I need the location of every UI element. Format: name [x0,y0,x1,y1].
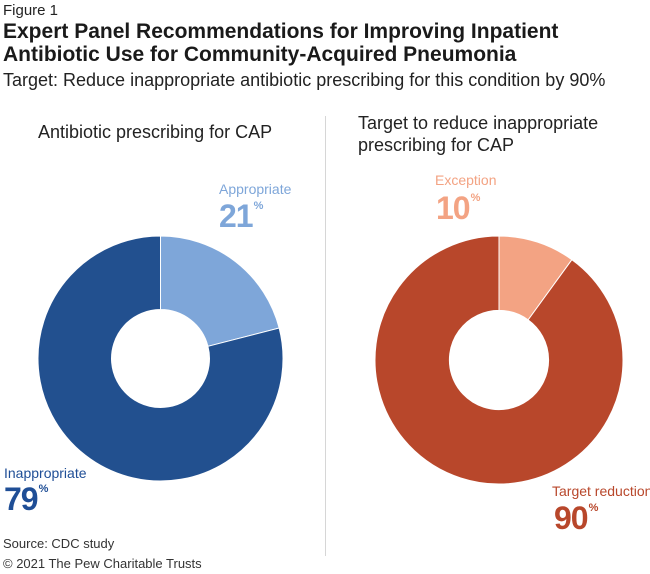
slice-value-target-reduction: 90% [554,500,599,536]
slice-label-appropriate: Appropriate [219,181,292,197]
donut-chart-reduction-target [374,235,624,485]
percent-sign: % [588,502,599,514]
slice-label-inappropriate: Inappropriate [4,465,87,481]
slice-value-exception: 10% [436,190,481,226]
percent-sign: % [38,483,49,495]
percent-sign: % [470,192,481,204]
source-note: Source: CDC study [3,536,115,551]
chart-title: Expert Panel Recommendations for Improvi… [3,20,559,66]
slice-label-exception: Exception [435,172,497,188]
donut-slice-inappropriate [37,235,284,482]
donut-slice-target-reduction [374,235,624,485]
chart-subtitle: Target: Reduce inappropriate antibiotic … [3,70,606,90]
donut-chart-current-prescribing [37,235,284,482]
percent-sign: % [253,200,264,212]
slice-value-inappropriate: 79% [4,481,49,517]
copyright-note: © 2021 The Pew Charitable Trusts [3,556,202,571]
slice-value-appropriate: 21% [219,198,264,234]
donut-slice-appropriate [160,235,280,347]
right-panel-title: Target to reduce inappropriate prescribi… [358,113,599,155]
panel-divider [325,116,326,556]
slice-label-target-reduction: Target reduction [552,483,650,499]
figure-label: Figure 1 [3,2,59,19]
left-panel-title: Antibiotic prescribing for CAP [38,122,273,142]
